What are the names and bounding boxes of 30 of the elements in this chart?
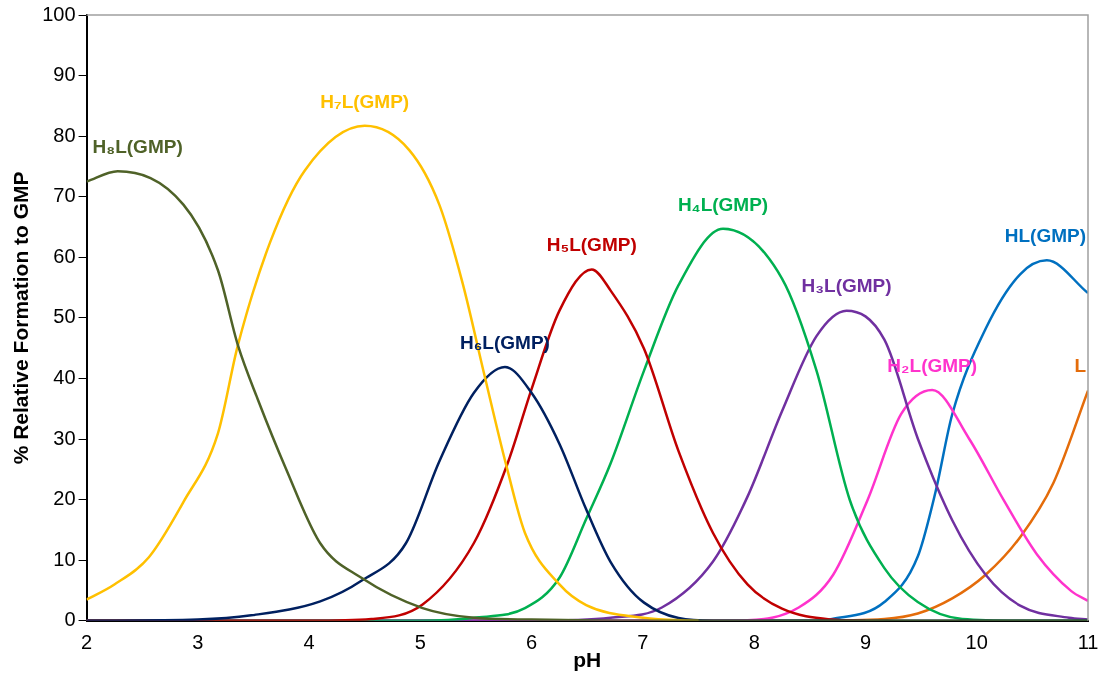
y-tick-label: 80	[53, 123, 76, 146]
y-tick-label: 60	[53, 244, 76, 267]
y-tick-label: 70	[53, 184, 76, 207]
x-tick-label: 11	[1077, 631, 1099, 654]
series-label: H₇L(GMP)	[320, 90, 410, 112]
series-label: H₄L(GMP)	[677, 193, 769, 215]
y-axis-title: % Relative Formation to GMP	[9, 171, 33, 465]
x-tick-label: 6	[526, 631, 538, 654]
series-label: H₅L(GMP)	[546, 234, 637, 256]
x-tick-label: 2	[81, 631, 93, 654]
y-tick-label: 30	[53, 426, 76, 449]
series-label: L	[1074, 355, 1087, 377]
x-axis-title: pH	[573, 648, 602, 672]
y-tick-label: 90	[53, 63, 76, 86]
y-tick-label: 20	[53, 487, 76, 510]
x-tick-label: 9	[859, 631, 872, 654]
x-tick-label: 5	[414, 631, 426, 654]
x-tick-label: 7	[637, 631, 649, 654]
series-label: H₈L(GMP)	[92, 136, 183, 158]
x-tick-label: 8	[748, 631, 760, 654]
y-tick-label: 10	[53, 547, 76, 570]
x-tick-label: 10	[965, 631, 988, 654]
series-label: HL(GMP)	[1004, 225, 1087, 247]
y-tick-label: 50	[53, 305, 76, 328]
series-label: H₃L(GMP)	[801, 275, 892, 297]
y-tick-label: 100	[42, 2, 76, 25]
x-tick-label: 3	[192, 631, 204, 654]
x-tick-label: 4	[303, 631, 315, 654]
y-tick-label: 0	[64, 608, 76, 631]
y-tick-label: 40	[53, 366, 76, 388]
